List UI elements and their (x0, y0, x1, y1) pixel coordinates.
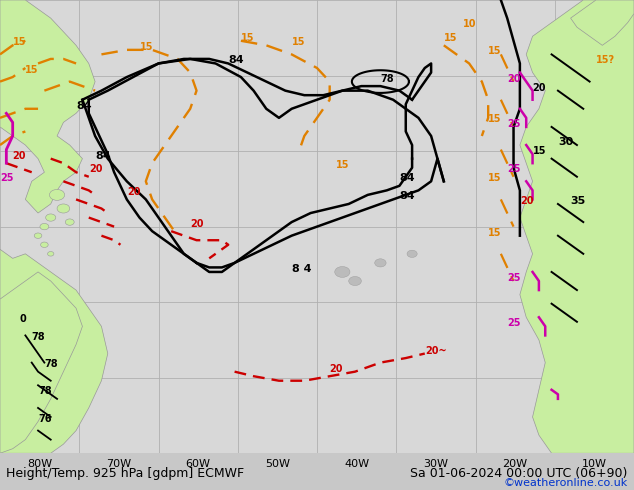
Polygon shape (0, 249, 108, 453)
Text: 84: 84 (228, 55, 244, 66)
Text: 20W: 20W (503, 459, 527, 469)
Text: 15: 15 (336, 160, 349, 170)
Polygon shape (571, 0, 634, 46)
Text: 20: 20 (507, 74, 521, 84)
Text: 10: 10 (463, 19, 476, 29)
Circle shape (41, 242, 48, 247)
Circle shape (57, 204, 70, 213)
Polygon shape (0, 0, 95, 213)
Text: 15: 15 (241, 33, 254, 43)
Text: 40W: 40W (344, 459, 369, 469)
Text: 20: 20 (190, 219, 204, 229)
Text: 80W: 80W (27, 459, 52, 469)
Text: 20~: 20~ (425, 345, 446, 356)
Circle shape (349, 276, 361, 286)
Text: 78: 78 (380, 74, 394, 84)
Circle shape (34, 233, 42, 239)
Text: 84: 84 (399, 192, 415, 201)
Text: 35: 35 (571, 196, 586, 206)
Text: 20: 20 (330, 364, 343, 374)
Polygon shape (520, 0, 634, 453)
Polygon shape (0, 272, 82, 453)
Text: 60W: 60W (186, 459, 210, 469)
Text: 25: 25 (0, 173, 13, 183)
Circle shape (375, 259, 386, 267)
Text: 78: 78 (32, 332, 45, 342)
Text: Height/Temp. 925 hPa [gdpm] ECMWF: Height/Temp. 925 hPa [gdpm] ECMWF (6, 467, 245, 480)
Text: 25: 25 (507, 273, 521, 283)
Text: 25: 25 (507, 119, 521, 129)
Text: 25: 25 (507, 318, 521, 328)
Text: 84: 84 (95, 150, 111, 161)
Text: 20: 20 (127, 187, 140, 197)
Text: 10W: 10W (582, 459, 607, 469)
Text: 78: 78 (44, 359, 58, 369)
Circle shape (407, 250, 417, 257)
Text: 84: 84 (76, 101, 92, 111)
Text: 20: 20 (533, 83, 546, 93)
Text: 30: 30 (558, 137, 573, 147)
Text: 15: 15 (488, 114, 501, 124)
Circle shape (46, 214, 56, 221)
Text: 15: 15 (488, 228, 501, 238)
Text: 76: 76 (38, 414, 51, 423)
Text: 15: 15 (488, 173, 501, 183)
Text: 20: 20 (13, 150, 26, 161)
Text: 15: 15 (25, 65, 39, 74)
Text: 15: 15 (533, 146, 546, 156)
Text: 30W: 30W (424, 459, 448, 469)
Text: 15: 15 (292, 37, 305, 48)
Circle shape (48, 251, 54, 256)
Text: 15: 15 (139, 42, 153, 52)
Circle shape (49, 190, 65, 200)
Text: 78: 78 (38, 386, 51, 396)
Text: 15: 15 (444, 33, 457, 43)
Text: 25: 25 (507, 164, 521, 174)
Text: 20: 20 (520, 196, 533, 206)
Text: 20: 20 (89, 164, 102, 174)
Text: 15?: 15? (596, 55, 615, 66)
Text: 50W: 50W (265, 459, 290, 469)
Text: ©weatheronline.co.uk: ©weatheronline.co.uk (503, 478, 628, 488)
Circle shape (65, 219, 74, 225)
Text: 84: 84 (399, 173, 415, 183)
Circle shape (335, 267, 350, 277)
Text: 0: 0 (19, 314, 26, 324)
Circle shape (40, 223, 49, 230)
Text: 70W: 70W (107, 459, 131, 469)
Text: Sa 01-06-2024 00:00 UTC (06+90): Sa 01-06-2024 00:00 UTC (06+90) (410, 467, 628, 480)
Text: 8 4: 8 4 (292, 264, 311, 274)
Text: 15: 15 (488, 47, 501, 56)
Text: 15: 15 (13, 37, 26, 48)
